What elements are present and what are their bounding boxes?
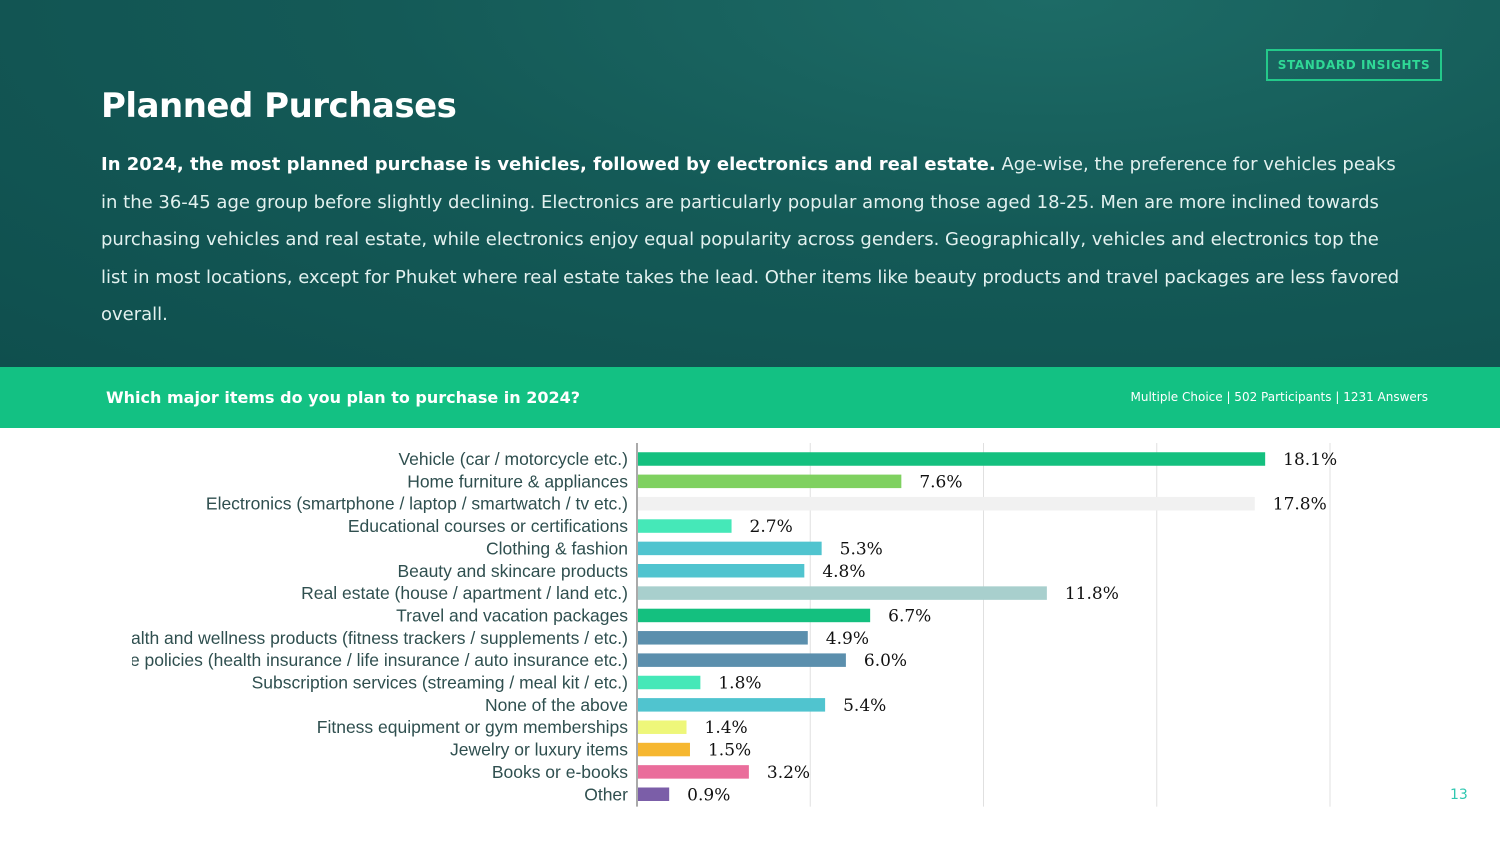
value-label: 7.6%	[919, 472, 962, 492]
category-label: Educational courses or certifications	[348, 516, 628, 536]
value-label: 4.8%	[822, 562, 865, 582]
category-label: Jewelry or luxury items	[450, 740, 628, 760]
category-label: Electronics (smartphone / laptop / smart…	[206, 494, 628, 514]
bar	[638, 452, 1266, 466]
value-label: 4.9%	[826, 629, 869, 649]
hero-section: STANDARD INSIGHTS Planned Purchases In 2…	[0, 0, 1500, 367]
category-label: Travel and vacation packages	[396, 605, 628, 625]
value-label: 1.5%	[708, 741, 751, 761]
bar	[638, 787, 670, 801]
category-label: Clothing & fashion	[486, 538, 628, 558]
value-label: 2.7%	[750, 517, 793, 537]
bar	[638, 720, 687, 734]
question-bar: Which major items do you plan to purchas…	[0, 367, 1500, 428]
question-meta: Multiple Choice | 502 Participants | 123…	[1130, 390, 1428, 404]
summary-lead: In 2024, the most planned purchase is ve…	[101, 154, 996, 175]
bar	[638, 653, 846, 667]
category-label: Subscription services (streaming / meal …	[252, 673, 628, 693]
value-label: 6.7%	[888, 606, 931, 626]
value-labels: 18.1% 7.6% 17.8% 2.7% 5.3% 4.8% 11.8% 6.7% 4.9%6…	[687, 450, 1337, 805]
bar	[638, 496, 1255, 511]
bar	[638, 742, 690, 757]
value-label: 3.2%	[767, 763, 810, 783]
bar	[638, 765, 749, 779]
page-title: Planned Purchases	[101, 86, 457, 126]
value-label: 18.1%	[1283, 450, 1337, 470]
bar	[638, 675, 701, 690]
category-label: Insurance policies (health insurance / l…	[63, 650, 628, 670]
page-number: 13	[1450, 787, 1468, 803]
question-text: Which major items do you plan to purchas…	[106, 388, 581, 407]
standard-insights-badge: STANDARD INSIGHTS	[1266, 49, 1442, 81]
category-label: Home furniture & appliances	[407, 471, 628, 491]
bar	[638, 608, 871, 623]
value-label: 1.4%	[705, 718, 748, 738]
summary-paragraph: In 2024, the most planned purchase is ve…	[101, 146, 1401, 334]
value-label: 17.8%	[1273, 495, 1327, 515]
category-label: Fitness equipment or gym memberships	[317, 717, 628, 737]
bars	[638, 452, 1266, 801]
category-label: Vehicle (car / motorcycle etc.)	[398, 449, 628, 469]
category-label: Real estate (house / apartment / land et…	[301, 583, 628, 603]
category-label: Beauty and skincare products	[397, 561, 628, 581]
category-labels: Vehicle (car / motorcycle etc.)Home furn…	[63, 449, 628, 804]
category-label: Health and wellness products (fitness tr…	[109, 628, 628, 648]
bar	[638, 564, 805, 578]
bar	[638, 519, 732, 533]
value-label: 11.8%	[1065, 584, 1119, 604]
value-label: 6.0%	[864, 651, 907, 671]
category-label: Other	[584, 784, 628, 804]
value-label: 0.9%	[687, 785, 730, 805]
summary-body: Age-wise, the preference for vehicles pe…	[101, 154, 1400, 325]
bar	[638, 698, 826, 712]
value-label: 5.4%	[843, 696, 886, 716]
bar	[638, 631, 808, 645]
category-label: Books or e-books	[492, 762, 628, 782]
bar	[638, 541, 822, 556]
bar	[638, 586, 1047, 600]
value-label: 5.3%	[840, 539, 883, 559]
bar	[638, 474, 902, 489]
value-label: 1.8%	[718, 674, 761, 694]
planned-purchases-bar-chart: Vehicle (car / motorcycle etc.)Home furn…	[63, 443, 1337, 807]
category-label: None of the above	[485, 695, 628, 715]
